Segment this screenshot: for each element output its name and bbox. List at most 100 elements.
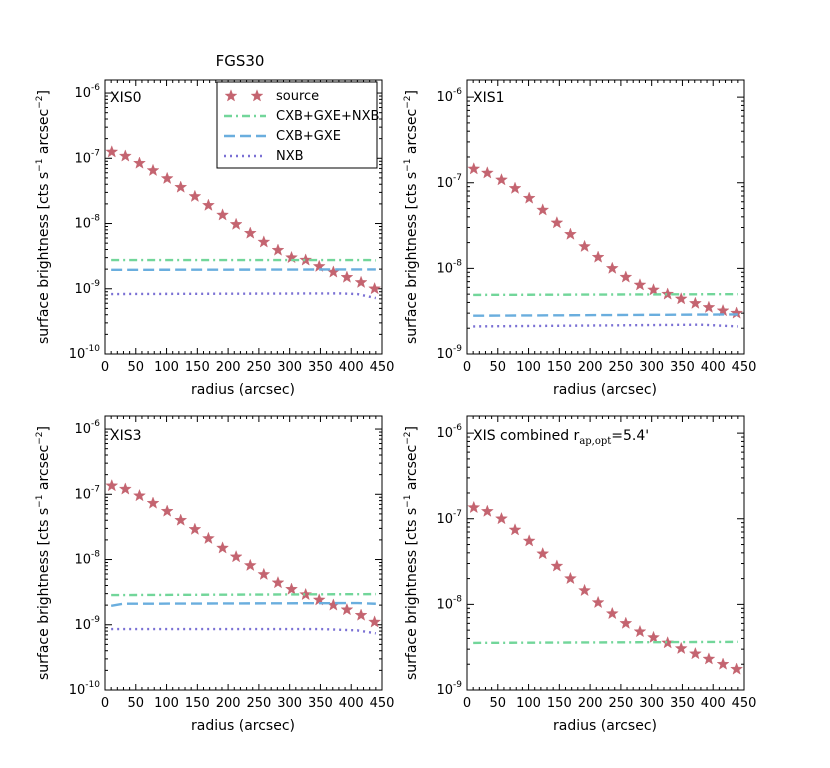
data-point-source xyxy=(118,482,132,495)
data-point-source xyxy=(688,646,702,660)
legend-marker-source xyxy=(224,89,238,102)
x-axis-label-xis3: radius (arcsec) xyxy=(191,718,295,734)
data-point-source xyxy=(105,479,119,492)
data-point-source xyxy=(257,567,271,580)
y-tick-exp: -8 xyxy=(453,594,462,604)
x-tick-label: 250 xyxy=(246,696,271,711)
axes-frame-xis3 xyxy=(104,415,383,691)
data-point-source xyxy=(271,576,285,589)
legend-label-nxb: NXB xyxy=(276,149,304,164)
x-tick-label: 450 xyxy=(732,360,757,375)
data-point-source xyxy=(299,587,313,601)
data-point-source xyxy=(257,235,271,248)
panel-combined: 0 50 100 150 200 250 300 350 400 45010-910-810-71… xyxy=(403,415,756,734)
plot-area-xis1: 0 50 100 150 200 250 300 350 400 45010-910-810-71… xyxy=(436,80,756,375)
y-tick-base: 10 xyxy=(436,512,453,527)
y-label-mid: arcsec xyxy=(404,445,420,495)
axes-frame-combined xyxy=(466,415,745,691)
x-tick-label: 250 xyxy=(246,360,271,375)
y-label-main: surface brightness [cts s xyxy=(404,508,420,680)
y-tick-exp: -7 xyxy=(91,148,100,158)
y-tick-base: 10 xyxy=(69,347,86,362)
x-tick-label: 150 xyxy=(547,360,572,375)
data-point-source xyxy=(605,261,619,274)
y-tick-base: 10 xyxy=(436,426,453,441)
data-point-source xyxy=(495,173,508,186)
y-tick-base: 10 xyxy=(74,618,91,633)
data-point-source xyxy=(188,522,202,535)
data-point-source xyxy=(647,630,660,644)
panel-title-xis0: XIS0 xyxy=(110,90,142,106)
data-point-source xyxy=(105,145,119,158)
data-point-source xyxy=(633,278,647,291)
y-label-sup2: −2 xyxy=(35,431,45,444)
y-tick-label: 10-8 xyxy=(436,594,462,612)
x-tick-label: 200 xyxy=(578,360,603,375)
y-label-sup1: −1 xyxy=(35,159,45,172)
series-line-nxb xyxy=(473,323,738,328)
x-tick-label: 350 xyxy=(670,696,695,711)
y-tick-exp: -6 xyxy=(453,87,462,97)
panel-title-combined-main: XIS combined r xyxy=(473,428,580,444)
legend-box xyxy=(216,81,378,169)
y-tick-base: 10 xyxy=(436,683,453,698)
y-tick-label: 10-6 xyxy=(436,423,462,441)
legend: source CXB+GXE+NXB CXB+GXE NXB xyxy=(216,81,379,169)
data-point-source xyxy=(536,546,550,560)
data-point-source xyxy=(674,641,688,655)
data-point-source xyxy=(271,243,285,256)
x-tick-label: 200 xyxy=(578,696,603,711)
y-tick-base: 10 xyxy=(74,282,91,297)
x-axis-label-xis0: radius (arcsec) xyxy=(191,382,295,398)
y-label-sup2: −2 xyxy=(35,95,45,108)
y-tick-label: 10-8 xyxy=(74,550,100,568)
x-tick-label: 150 xyxy=(185,360,210,375)
data-point-source xyxy=(702,300,716,313)
data-point-source xyxy=(368,615,382,628)
data-point-source xyxy=(340,602,354,616)
y-tick-exp: -10 xyxy=(85,344,100,354)
y-label-sup2: −2 xyxy=(403,95,413,108)
y-tick-exp: -8 xyxy=(91,214,100,224)
data-point-source xyxy=(118,149,132,162)
data-point-source xyxy=(299,253,313,266)
data-point-source xyxy=(619,616,633,629)
panel-title-xis1: XIS1 xyxy=(473,90,505,106)
figure-title: FGS30 xyxy=(216,52,265,70)
x-tick-label: 0 xyxy=(101,696,109,711)
data-point-source xyxy=(243,226,257,239)
y-tick-exp: -10 xyxy=(85,680,100,690)
x-tick-label: 300 xyxy=(277,360,302,375)
x-tick-label: 200 xyxy=(216,696,241,711)
panel-xis1: 0 50 100 150 200 250 300 350 400 45010-910-810-71… xyxy=(403,79,756,398)
x-tick-label: 250 xyxy=(608,360,633,375)
y-tick-base: 10 xyxy=(74,422,91,437)
data-point-source xyxy=(216,541,230,554)
legend-label-source: source xyxy=(276,89,319,104)
y-tick-exp: -6 xyxy=(91,83,100,93)
data-point-source xyxy=(633,624,647,638)
y-axis-label-combined: surface brightness [cts s−1 arcsec−2] xyxy=(403,426,420,680)
y-axis-label-xis0: surface brightness [cts s−1 arcsec−2] xyxy=(35,90,52,344)
y-tick-exp: -9 xyxy=(91,279,100,289)
legend-swatch-source xyxy=(224,89,264,102)
data-point-source xyxy=(160,171,174,184)
x-tick-label: 50 xyxy=(490,360,507,375)
x-tick-label: 400 xyxy=(339,360,364,375)
series-line-nxb xyxy=(111,292,377,300)
x-tick-label: 450 xyxy=(370,360,395,375)
y-axis-label-xis3: surface brightness [cts s−1 arcsec−2] xyxy=(35,426,52,680)
data-point-source xyxy=(661,636,675,649)
x-tick-label: 200 xyxy=(216,360,241,375)
data-point-source xyxy=(605,606,619,620)
data-point-source xyxy=(578,239,592,252)
y-tick-base: 10 xyxy=(436,176,453,191)
y-tick-exp: -9 xyxy=(453,680,462,690)
x-tick-label: 450 xyxy=(370,696,395,711)
y-tick-label: 10-6 xyxy=(74,83,100,101)
data-point-source xyxy=(619,270,633,283)
data-point-source xyxy=(243,558,257,571)
data-point-source xyxy=(495,511,508,525)
data-point-source xyxy=(674,292,688,305)
